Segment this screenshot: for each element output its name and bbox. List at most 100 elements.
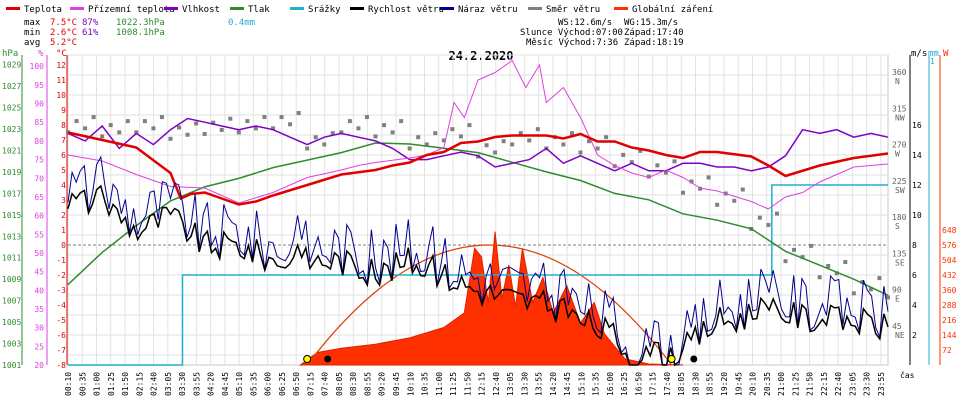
stat-humidity: 61% <box>82 28 99 38</box>
x-tick-label: 04:20 <box>207 372 216 396</box>
x-tick-label: 16:50 <box>634 372 643 396</box>
x-tick-label: 02:15 <box>135 372 144 396</box>
pct-tick-label: 80 <box>34 137 44 146</box>
direction-point <box>159 115 164 120</box>
direction-point <box>809 243 814 248</box>
direction-point <box>373 134 378 139</box>
direction-point <box>91 115 96 120</box>
ms-tick-label: 2 <box>912 331 917 340</box>
x-tick-label: 03:30 <box>178 372 187 396</box>
legend-swatch <box>614 7 628 10</box>
w-tick-label: 648 <box>942 226 957 235</box>
direction-point <box>792 247 797 252</box>
dir-tick-label: W <box>895 150 900 159</box>
pct-tick-label: 30 <box>34 324 44 333</box>
direction-point <box>877 276 882 281</box>
direction-point <box>262 115 267 120</box>
x-tick-label: 18:30 <box>691 372 700 396</box>
direction-point <box>843 259 848 264</box>
direction-point <box>347 119 352 124</box>
degc-tick-label: 10 <box>56 91 66 100</box>
direction-point <box>279 115 284 120</box>
info-moonset: Západ:18:19 <box>624 38 684 48</box>
degc-tick-label: 4 <box>61 181 66 190</box>
w-tick-label: 288 <box>942 301 957 310</box>
x-tick-label: 11:00 <box>435 372 444 396</box>
series-wind <box>67 184 889 367</box>
x-tick-label: 16:25 <box>620 372 629 396</box>
degc-tick-label: 9 <box>61 106 66 115</box>
pct-tick-label: 55 <box>34 230 44 239</box>
hpa-tick-label: 1003 <box>2 340 21 349</box>
direction-point <box>800 255 805 260</box>
x-tick-label: 01:50 <box>121 372 130 396</box>
hpa-tick-label: 1013 <box>2 232 21 241</box>
info-sunset: Západ:17:40 <box>624 28 684 38</box>
dir-tick-label: SW <box>895 186 905 195</box>
direction-point <box>330 131 335 136</box>
pct-tick-label: 70 <box>34 174 44 183</box>
direction-point <box>390 130 395 135</box>
direction-point <box>595 146 600 151</box>
stat-label: avg <box>24 38 40 48</box>
direction-point <box>535 127 540 132</box>
direction-point <box>211 120 216 125</box>
direction-point <box>604 135 609 140</box>
pct-tick-label: 90 <box>34 100 44 109</box>
x-tick-label: 15:10 <box>577 372 586 396</box>
x-tick-label: 16:00 <box>606 372 615 396</box>
direction-point <box>783 259 788 264</box>
direction-point <box>458 134 463 139</box>
series-temp <box>67 131 889 206</box>
x-tick-label: 00:35 <box>78 372 87 396</box>
hpa-tick-label: 1027 <box>2 82 21 91</box>
legend-item: Srážky <box>308 5 341 15</box>
direction-point <box>228 116 233 121</box>
direction-point <box>484 143 489 148</box>
legend-swatch <box>6 7 20 10</box>
degc-tick-label: -4 <box>56 301 66 310</box>
direction-point <box>467 123 472 128</box>
direction-point <box>655 163 660 168</box>
direction-point <box>681 190 685 195</box>
x-tick-label: 14:45 <box>563 372 572 396</box>
x-tick-label: 01:25 <box>107 372 116 396</box>
pct-tick-label: 40 <box>34 286 44 295</box>
degc-tick-label: -8 <box>56 361 66 370</box>
legend-swatch <box>290 7 304 10</box>
info-wg: WG:15.3m/s <box>624 18 678 28</box>
stat-label: max <box>24 18 41 28</box>
x-tick-label: 20:10 <box>749 372 758 396</box>
degc-tick-label: -6 <box>56 331 66 340</box>
info-ws: WS:12.6m/s <box>558 18 612 28</box>
legend-item: Teplota <box>24 5 62 15</box>
legend-swatch <box>350 7 364 10</box>
moon-marker <box>324 355 332 363</box>
direction-point <box>66 130 70 135</box>
ms-tick-label: 8 <box>912 241 917 250</box>
hpa-tick-label: 1011 <box>2 254 21 263</box>
x-tick-label: 06:25 <box>278 372 287 396</box>
direction-point <box>74 119 79 124</box>
degc-tick-label: -2 <box>56 271 66 280</box>
x-tick-label: 05:10 <box>235 372 244 396</box>
direction-point <box>569 131 574 136</box>
x-tick-label: 01:00 <box>93 372 102 396</box>
direction-point <box>142 119 147 124</box>
direction-point <box>134 130 139 135</box>
ms-tick-label: 16 <box>912 121 922 130</box>
ms-tick-label: 6 <box>912 271 917 280</box>
direction-point <box>117 130 122 135</box>
hpa-tick-label: 1001 <box>2 361 21 370</box>
sun-marker <box>667 355 676 363</box>
direction-point <box>399 119 404 124</box>
degc-tick-label: 5 <box>61 166 66 175</box>
mm-tick-label: 1 <box>930 57 935 66</box>
direction-point <box>100 134 105 139</box>
direction-point <box>339 130 344 135</box>
dir-tick-label: 45 <box>892 322 902 331</box>
dir-tick-label: NE <box>895 331 905 340</box>
pct-tick-label: 50 <box>34 249 44 258</box>
hpa-tick-label: 1017 <box>2 189 21 198</box>
